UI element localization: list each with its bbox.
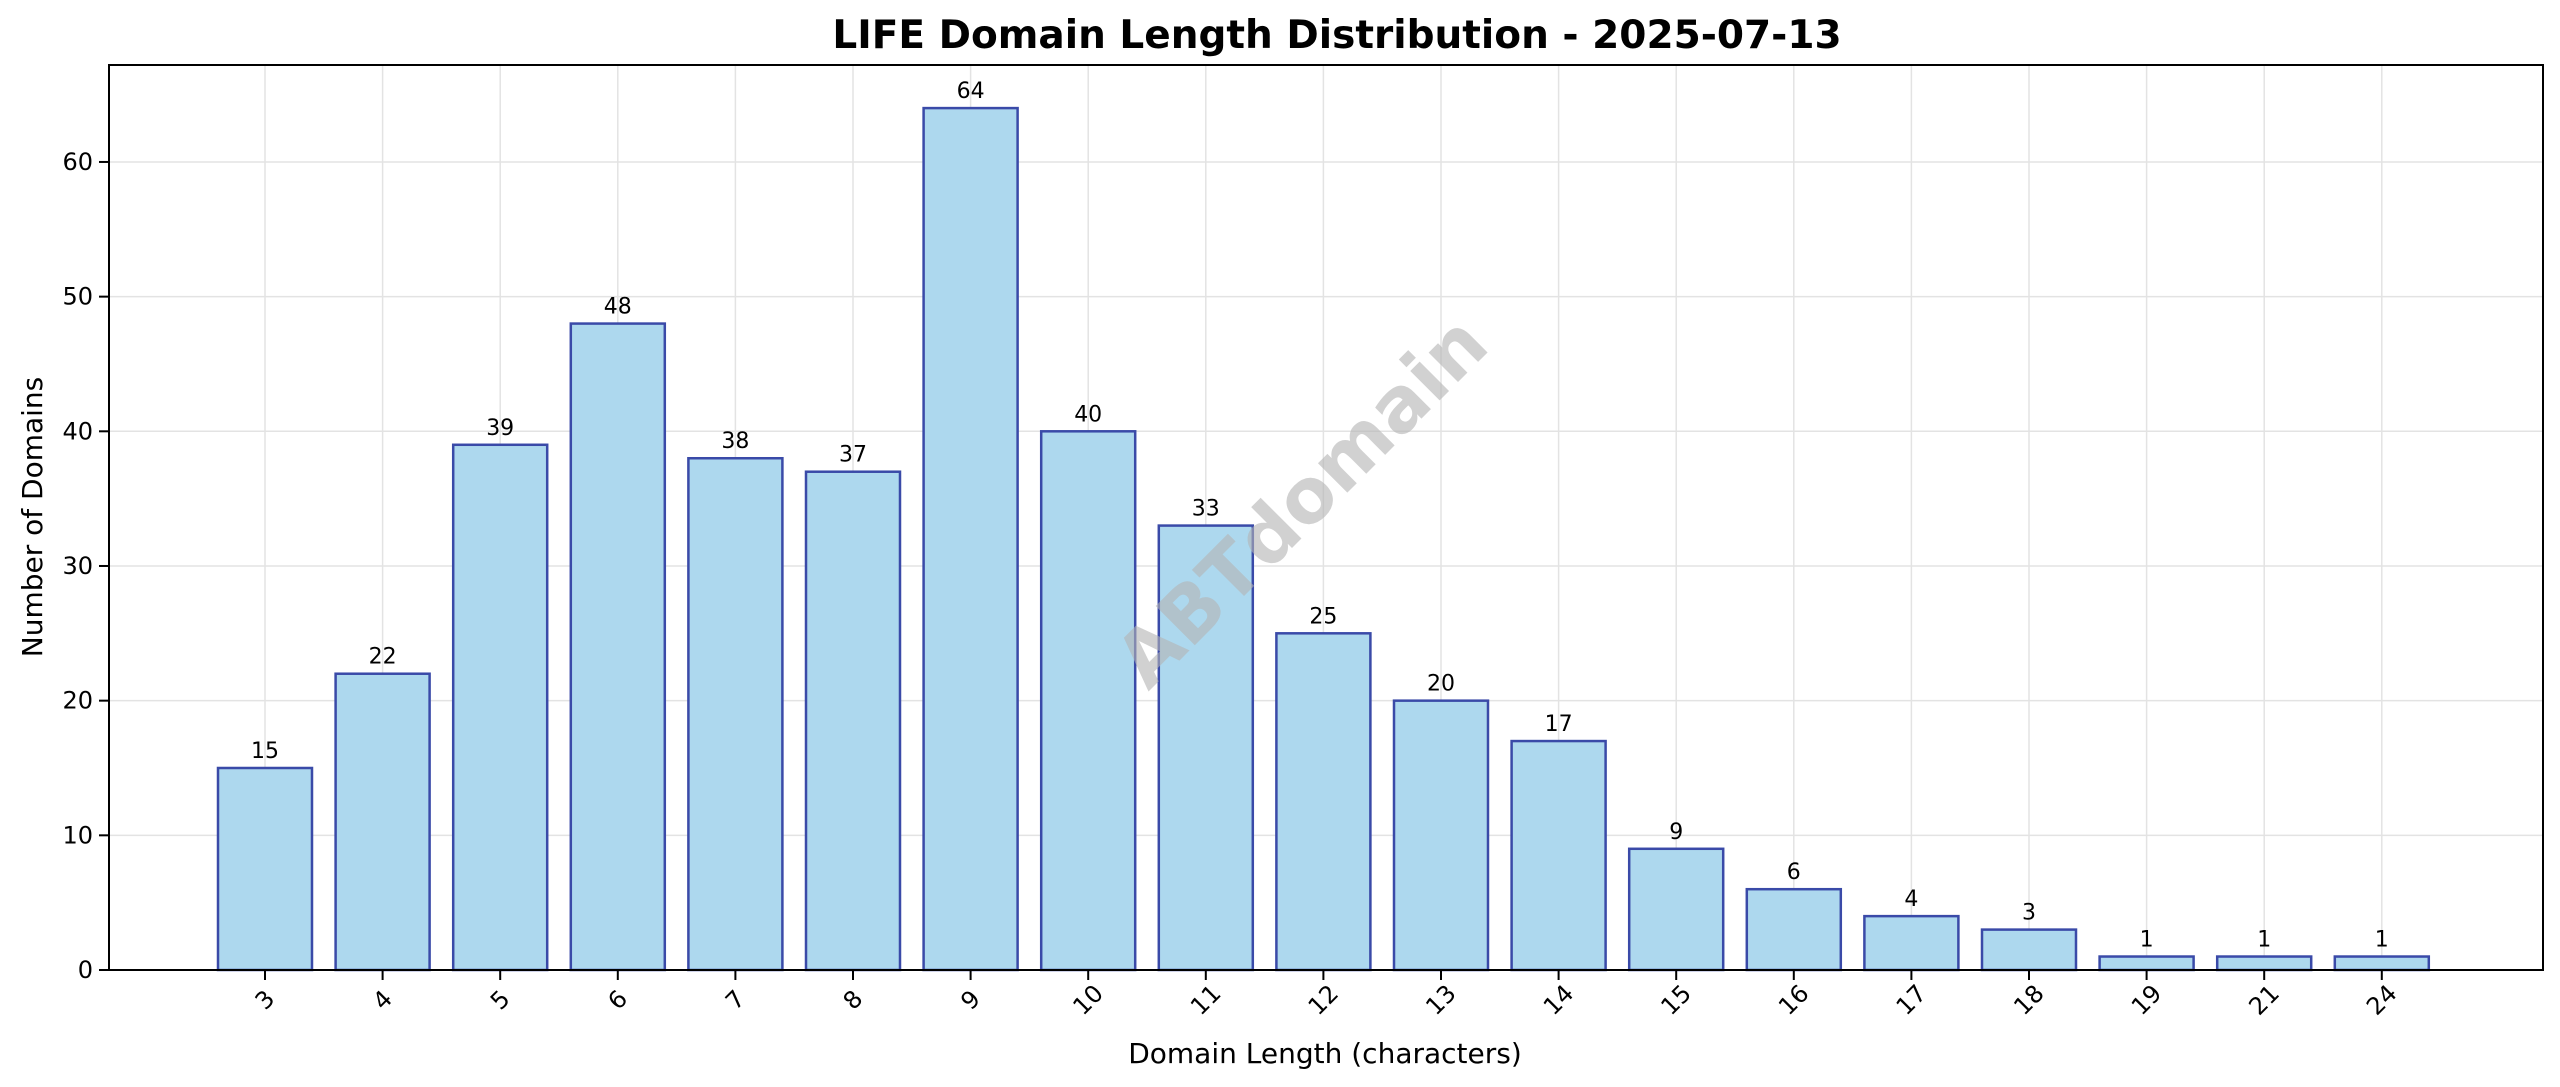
bar-value-label: 38 xyxy=(721,429,749,454)
bar-value-label: 15 xyxy=(251,739,279,764)
x-tick-label: 21 xyxy=(2244,979,2285,1020)
y-tick-label: 30 xyxy=(62,552,93,580)
bar-value-label: 33 xyxy=(1192,497,1220,522)
x-tick-label: 11 xyxy=(1185,979,1226,1020)
bar-24 xyxy=(2333,955,2431,972)
bar-value-label: 1 xyxy=(2257,928,2271,953)
bar-value-label: 9 xyxy=(1669,820,1683,845)
x-tick-label: 14 xyxy=(1538,979,1579,1020)
x-tick-label: 16 xyxy=(1773,979,1814,1020)
x-tick-label: 6 xyxy=(602,985,633,1016)
bar-4 xyxy=(334,672,431,972)
x-tick-label: 15 xyxy=(1656,979,1697,1020)
bar-value-label: 37 xyxy=(839,443,867,468)
bar-value-label: 25 xyxy=(1309,604,1337,629)
x-tick-label: 5 xyxy=(485,985,516,1016)
x-tick-label: 24 xyxy=(2361,979,2402,1020)
y-axis-label: Number of Domains xyxy=(16,377,49,658)
bar-3 xyxy=(216,766,314,972)
bar-14 xyxy=(1510,739,1607,972)
bar-value-label: 22 xyxy=(369,645,397,670)
x-tick-label: 8 xyxy=(838,985,869,1016)
x-tick-label: 19 xyxy=(2126,979,2167,1020)
bar-5 xyxy=(451,443,549,972)
x-tick-label: 17 xyxy=(1891,979,1932,1020)
bar-value-label: 20 xyxy=(1427,672,1455,697)
bar-13 xyxy=(1392,699,1490,972)
y-axis: 0 10 20 30 40 50 60 xyxy=(62,148,109,984)
bar-value-label: 1 xyxy=(2375,928,2389,953)
bar-18 xyxy=(1980,928,2078,972)
x-tick-label: 10 xyxy=(1068,979,1109,1020)
bar-17 xyxy=(1863,914,1960,972)
x-tick-label: 3 xyxy=(250,985,281,1016)
bar-8 xyxy=(804,470,902,972)
bar-19 xyxy=(2098,955,2195,972)
bar-6 xyxy=(569,322,667,972)
bar-16 xyxy=(1745,887,1843,972)
bar-value-label: 39 xyxy=(486,416,514,441)
bar-value-label: 4 xyxy=(1904,887,1918,912)
bar-9 xyxy=(922,106,1019,972)
bar-10 xyxy=(1039,430,1137,972)
x-tick-label: 9 xyxy=(955,985,986,1016)
y-tick-label: 20 xyxy=(62,687,93,715)
x-tick-label: 18 xyxy=(2008,979,2049,1020)
x-axis-label: Domain Length (characters) xyxy=(1128,1037,1522,1070)
x-axis: 3 4 5 6 7 8 9 10 11 12 13 14 15 16 17 18 19 21 24 xyxy=(250,970,2402,1021)
chart-title: LIFE Domain Length Distribution - 2025-0… xyxy=(832,13,1841,58)
x-tick-label: 13 xyxy=(1420,979,1461,1020)
y-tick-label: 40 xyxy=(62,417,93,445)
bar-value-label: 3 xyxy=(2022,901,2036,926)
y-tick-label: 0 xyxy=(78,956,93,984)
x-tick-label: 4 xyxy=(367,985,398,1016)
plot-frame xyxy=(108,64,2544,971)
bar-21 xyxy=(2215,955,2313,972)
x-tick-label: 7 xyxy=(720,985,751,1016)
bar-value-label: 64 xyxy=(957,79,985,104)
bar-15 xyxy=(1627,847,1725,972)
bar-11 xyxy=(1157,524,1255,972)
bar-value-label: 17 xyxy=(1545,712,1573,737)
bar-value-label: 48 xyxy=(604,295,632,320)
y-tick-label: 50 xyxy=(62,283,93,311)
y-tick-label: 10 xyxy=(62,821,93,849)
bar-7 xyxy=(687,456,784,972)
y-tick-label: 60 xyxy=(62,148,93,176)
bar-value-label: 40 xyxy=(1074,402,1102,427)
x-tick-label: 12 xyxy=(1303,979,1344,1020)
bar-value-label: 1 xyxy=(2140,928,2154,953)
bar-12 xyxy=(1275,632,1372,972)
bar-value-label: 6 xyxy=(1787,860,1801,885)
